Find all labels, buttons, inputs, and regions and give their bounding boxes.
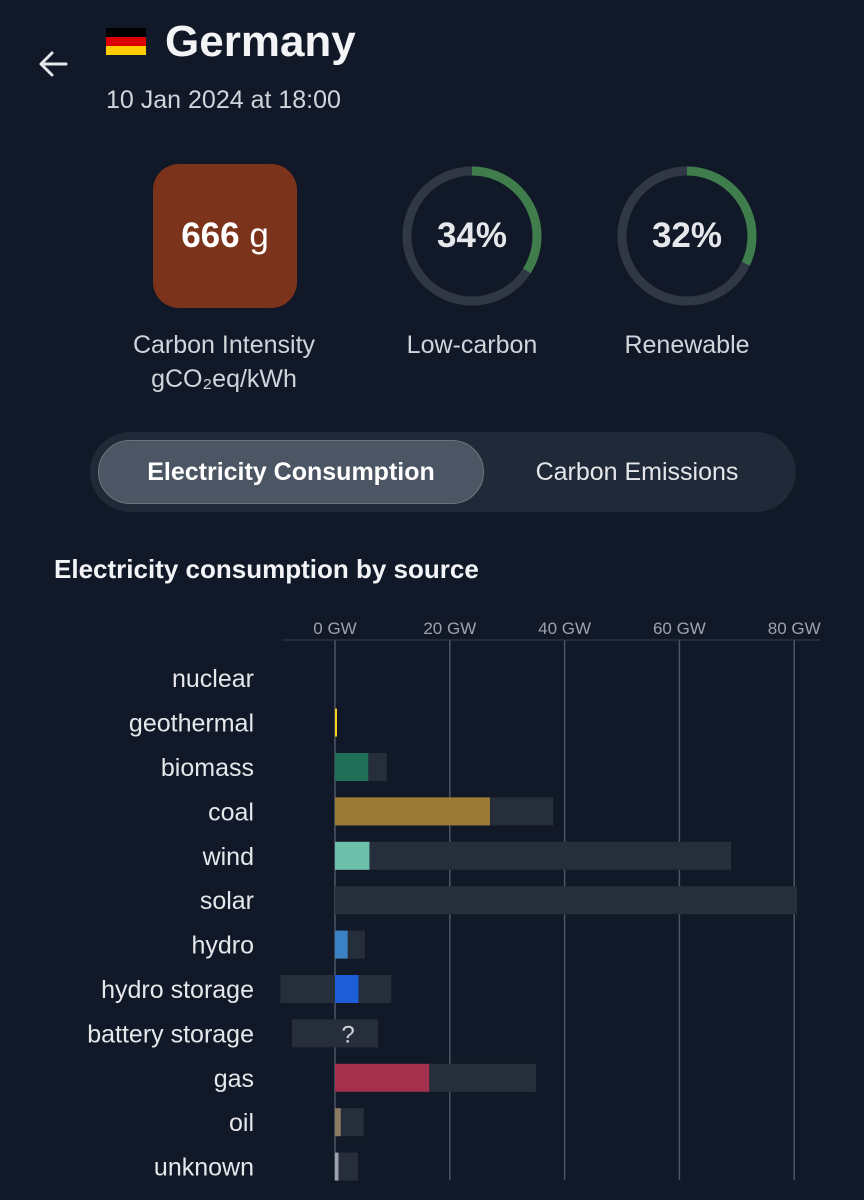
category-label: hydro: [191, 932, 254, 960]
low-carbon-value: 34%: [436, 216, 508, 255]
low-carbon-label: Low-carbon: [406, 331, 538, 359]
value-bar: [335, 797, 490, 826]
datetime-label: 10 Jan 2024 at 18:00: [106, 86, 341, 114]
value-bar: [335, 1063, 430, 1092]
low-carbon-ring-arc: [402, 166, 542, 306]
category-label: biomass: [161, 754, 254, 782]
germany-flag-icon: [106, 28, 146, 55]
category-label: oil: [229, 1109, 254, 1137]
value-bar: [335, 753, 369, 781]
carbon-intensity-label: Carbon Intensity gCO₂eq/kWh: [132, 331, 316, 393]
value-bar: [335, 1152, 339, 1181]
category-label: nuclear: [172, 665, 254, 693]
renewable-ring: [617, 166, 757, 306]
tab-electricity-consumption[interactable]: Electricity Consumption: [98, 440, 484, 504]
value-bar: [335, 708, 337, 737]
value-bar: [335, 841, 370, 870]
capacity-bar: [335, 841, 732, 870]
renewable-label: Renewable: [624, 331, 750, 359]
category-label: battery storage: [87, 1020, 254, 1048]
value-bar: [335, 1108, 341, 1137]
carbon-intensity-tile: 666 g: [153, 164, 297, 308]
x-tick-label: 80 GW: [768, 619, 821, 638]
value-bar: [335, 975, 359, 1003]
tab-carbon-emissions[interactable]: Carbon Emissions: [535, 457, 739, 486]
renewable-value: 32%: [651, 216, 723, 255]
low-carbon-ring: [402, 166, 542, 306]
consumption-bar-chart: 0 GW 20 GW 40 GW 60 GW 80 GW nuclear geotherma…: [87, 619, 821, 1182]
capacity-bar: [335, 886, 798, 915]
carbon-intensity-value: 666 g: [181, 216, 269, 255]
category-label: hydro storage: [101, 976, 254, 1004]
consumption-emissions-toggle: Electricity Consumption Carbon Emissions: [90, 432, 796, 512]
category-label: wind: [202, 843, 254, 871]
renewable-ring-arc: [617, 166, 757, 306]
category-label: solar: [200, 887, 254, 915]
capacity-bar: [335, 1152, 358, 1181]
page-title: Germany: [165, 17, 356, 66]
x-tick-label: 0 GW: [313, 619, 356, 638]
category-label: geothermal: [129, 710, 254, 738]
back-arrow-icon[interactable]: [36, 46, 72, 82]
x-tick-label: 40 GW: [538, 619, 591, 638]
category-label: unknown: [154, 1154, 254, 1182]
x-tick-label: 20 GW: [423, 619, 476, 638]
category-label: gas: [214, 1065, 254, 1093]
x-tick-label: 60 GW: [653, 619, 706, 638]
category-label: coal: [208, 798, 254, 826]
capacity-bar: [291, 1019, 379, 1048]
value-bar: [335, 930, 348, 959]
section-title: Electricity consumption by source: [54, 554, 479, 584]
unknown-value-marker: ?: [341, 1021, 354, 1048]
